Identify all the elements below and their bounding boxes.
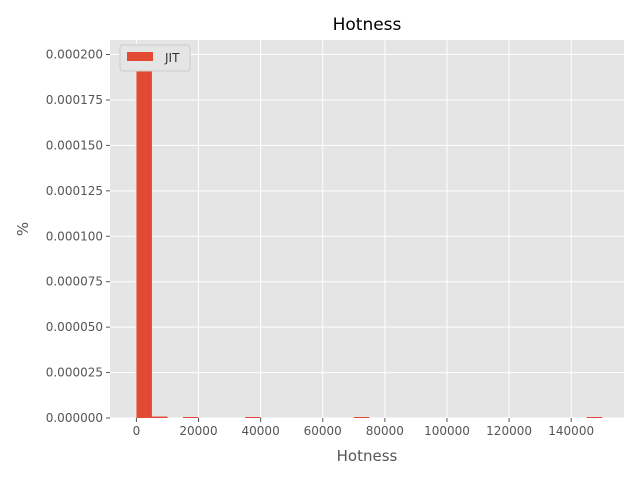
x-tick-label: 60000 bbox=[304, 424, 342, 438]
x-tick-label: 0 bbox=[133, 424, 141, 438]
legend-swatch-jit bbox=[127, 52, 153, 61]
legend: JIT bbox=[119, 44, 191, 72]
x-tick-label: 140000 bbox=[548, 424, 594, 438]
histogram-bar bbox=[182, 417, 199, 418]
histogram-bar bbox=[353, 417, 370, 418]
y-tick-label: 0.000050 bbox=[46, 320, 103, 334]
plot-area bbox=[110, 40, 624, 418]
histogram-bar bbox=[151, 416, 168, 418]
y-axis-ticks: 0.000000 0.000025 0.000050 0.000075 0.000100… bbox=[46, 48, 110, 425]
y-tick-label: 0.000075 bbox=[46, 275, 103, 289]
chart-title: Hotness bbox=[333, 15, 402, 35]
x-axis-label: Hotness bbox=[337, 447, 398, 465]
y-tick-label: 0.000025 bbox=[46, 366, 103, 380]
x-tick-label: 80000 bbox=[366, 424, 404, 438]
y-tick-label: 0.000125 bbox=[46, 184, 103, 198]
y-tick-label: 0.000200 bbox=[46, 48, 103, 62]
bars bbox=[136, 63, 603, 418]
histogram-bar bbox=[136, 63, 152, 418]
histogram-bar bbox=[586, 417, 603, 418]
legend-box bbox=[119, 44, 191, 72]
x-tick-label: 120000 bbox=[486, 424, 532, 438]
x-tick-label: 40000 bbox=[242, 424, 280, 438]
y-tick-label: 0.000175 bbox=[46, 93, 103, 107]
y-tick-label: 0.000000 bbox=[46, 411, 103, 425]
histogram-bar bbox=[245, 417, 261, 418]
x-tick-label: 20000 bbox=[179, 424, 217, 438]
legend-label-jit: JIT bbox=[164, 51, 180, 65]
y-tick-label: 0.000100 bbox=[46, 229, 103, 243]
x-tick-label: 100000 bbox=[424, 424, 470, 438]
y-axis-label: % bbox=[14, 222, 32, 236]
y-tick-label: 0.000150 bbox=[46, 138, 103, 152]
x-axis-ticks: 0 20000 40000 60000 80000 100000 120000 140000 bbox=[133, 418, 594, 438]
